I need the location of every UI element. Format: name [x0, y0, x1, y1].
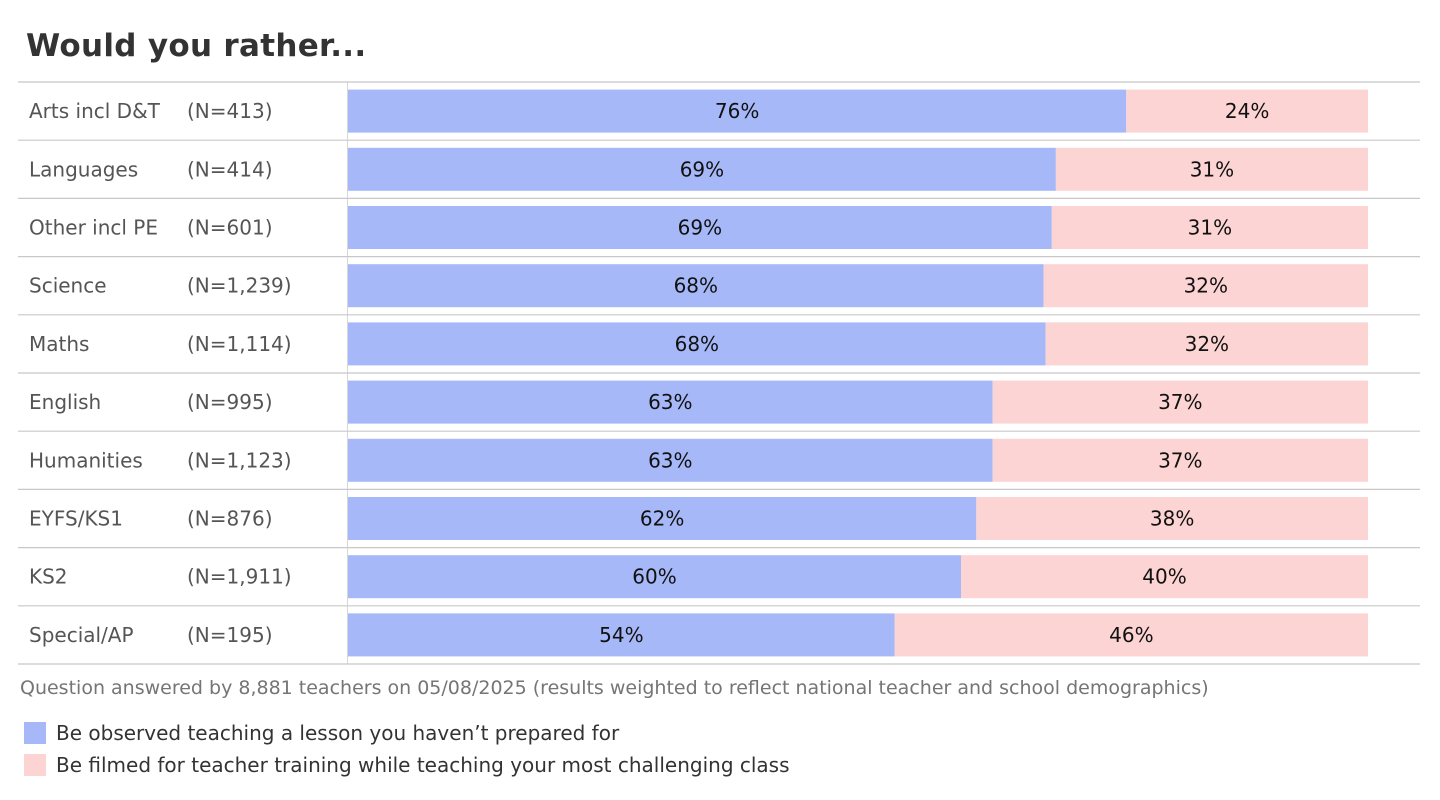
data-label-filmed: 32% [1185, 332, 1229, 356]
legend-label-filmed: Be filmed for teacher training while tea… [56, 753, 790, 777]
data-label-filmed: 32% [1184, 274, 1228, 298]
category-label: Arts incl D&T [29, 99, 161, 123]
sample-size-label: (N=1,123) [187, 448, 292, 472]
legend-swatch-observed [24, 722, 46, 744]
bar-observed [348, 613, 895, 657]
data-label-observed: 69% [678, 216, 722, 240]
sample-size-label: (N=876) [187, 507, 273, 531]
bar-filmed [1045, 322, 1368, 366]
sample-size-label: (N=601) [187, 216, 273, 240]
bar-observed [348, 497, 977, 540]
data-label-filmed: 40% [1142, 565, 1186, 589]
data-label-observed: 62% [640, 507, 684, 531]
category-label: Special/AP [29, 623, 134, 647]
category-label: Maths [29, 332, 89, 356]
data-label-observed: 60% [632, 565, 676, 589]
data-label-filmed: 24% [1225, 99, 1269, 123]
bar-filmed [1126, 89, 1368, 133]
legend-swatch-filmed [24, 754, 46, 776]
bar-observed [348, 322, 1046, 366]
data-label-filmed: 38% [1150, 507, 1194, 531]
sample-size-label: (N=414) [187, 157, 273, 181]
bar-filmed [961, 555, 1368, 599]
category-label: Humanities [29, 448, 143, 472]
sample-size-label: (N=1,114) [187, 332, 292, 356]
legend-item-observed: Be observed teaching a lesson you haven’… [24, 717, 790, 749]
category-label: Other incl PE [29, 216, 158, 240]
bar-observed [348, 89, 1127, 133]
bar-filmed [976, 497, 1368, 540]
bar-observed [348, 438, 993, 482]
bar-observed [348, 264, 1044, 308]
bar-observed [348, 147, 1056, 191]
legend-label-observed: Be observed teaching a lesson you haven’… [56, 721, 620, 745]
bar-observed [348, 555, 962, 599]
data-label-observed: 54% [599, 623, 643, 647]
bar-filmed [992, 380, 1368, 424]
bar-filmed [894, 613, 1368, 657]
footnote: Question answered by 8,881 teachers on 0… [20, 677, 1209, 699]
data-label-observed: 63% [648, 390, 692, 414]
category-label: Science [29, 274, 107, 298]
data-label-filmed: 37% [1158, 390, 1202, 414]
data-label-filmed: 31% [1188, 216, 1232, 240]
sample-size-label: (N=1,911) [187, 565, 292, 589]
chart-title: Would you rather... [26, 28, 367, 64]
data-label-observed: 69% [680, 157, 724, 181]
bar-observed [348, 380, 993, 424]
category-label: Languages [29, 157, 138, 181]
bar-filmed [1051, 206, 1368, 249]
category-label: KS2 [29, 565, 68, 589]
bar-filmed [1043, 264, 1368, 308]
sample-size-label: (N=995) [187, 390, 273, 414]
sample-size-label: (N=413) [187, 99, 273, 123]
bar-observed [348, 206, 1052, 249]
sample-size-label: (N=1,239) [187, 274, 292, 298]
bar-filmed [1055, 147, 1368, 191]
data-label-filmed: 31% [1190, 157, 1234, 181]
sample-size-label: (N=195) [187, 623, 273, 647]
data-label-observed: 68% [675, 332, 719, 356]
legend-item-filmed: Be filmed for teacher training while tea… [24, 749, 790, 781]
data-label-filmed: 46% [1109, 623, 1153, 647]
data-label-observed: 68% [674, 274, 718, 298]
bar-filmed [992, 438, 1368, 482]
category-label: EYFS/KS1 [29, 507, 123, 531]
data-label-filmed: 37% [1158, 448, 1202, 472]
category-label: English [29, 390, 101, 414]
legend: Be observed teaching a lesson you haven’… [24, 717, 790, 781]
data-label-observed: 63% [648, 448, 692, 472]
data-label-observed: 76% [715, 99, 759, 123]
